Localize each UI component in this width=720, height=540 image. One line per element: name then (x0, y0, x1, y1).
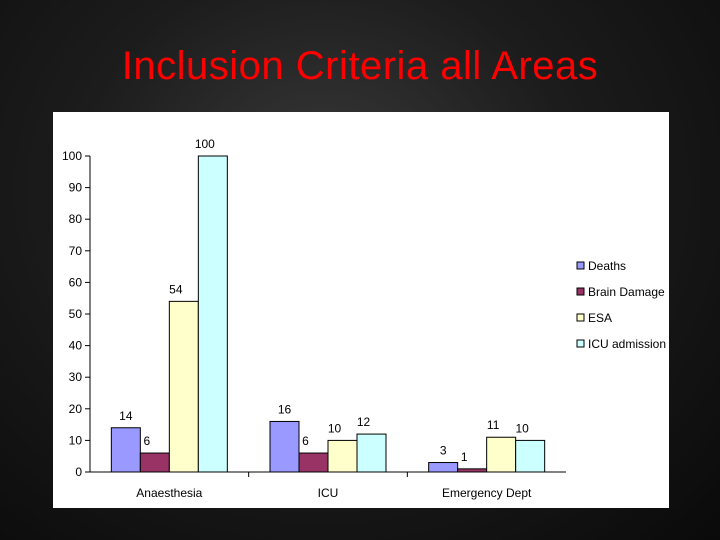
data-label-brain-damage-emergency-dept: 1 (461, 450, 468, 464)
legend-swatch-icu-admission (576, 339, 585, 348)
y-tick-label: 0 (75, 465, 82, 479)
chart-panel: 0 10 20 30 40 50 60 70 80 90 100 Anaesthesia ICU Emer… (53, 112, 669, 508)
bar-deaths-anaesthesia (110, 427, 141, 473)
y-tick-label: 30 (69, 370, 83, 384)
bar-esa-emergency-dept (486, 436, 517, 473)
bar-icu-admission-emergency-dept (515, 439, 546, 473)
data-label-brain-damage-icu: 6 (302, 434, 309, 448)
chart-legend: Deaths Brain Damage ESA ICU admission (576, 259, 666, 351)
y-tick-label: 60 (69, 275, 83, 289)
y-tick-label: 40 (69, 339, 83, 353)
legend-label-icu-admission: ICU admission (588, 337, 666, 351)
bar-icu-admission-anaesthesia (197, 155, 228, 473)
data-label-esa-emergency-dept: 11 (487, 418, 500, 432)
slide-title: Inclusion Criteria all Areas (121, 44, 599, 88)
legend-swatch-deaths (576, 261, 585, 270)
legend-label-esa: ESA (588, 311, 612, 325)
bar-brain-damage-icu (298, 452, 329, 473)
data-label-esa-icu: 10 (328, 421, 342, 435)
data-label-esa-anaesthesia: 54 (169, 282, 183, 296)
bar-icu-admission-icu (356, 433, 387, 473)
bar-esa-anaesthesia (168, 300, 199, 473)
data-label-deaths-anaesthesia: 14 (119, 409, 133, 423)
data-label-deaths-icu: 16 (278, 402, 292, 416)
bar-brain-damage-emergency-dept (457, 468, 488, 473)
y-tick-label: 70 (69, 244, 83, 258)
y-tick-label: 80 (69, 212, 83, 226)
x-tick-label-icu: ICU (318, 486, 339, 500)
bar-deaths-icu (269, 420, 300, 473)
legend-label-brain-damage: Brain Damage (588, 285, 665, 299)
bar-brain-damage-anaesthesia (139, 452, 170, 473)
data-label-icu-admission-icu: 12 (357, 415, 371, 429)
chart-axes: 0 10 20 30 40 50 60 70 80 90 100 Anaesthesia ICU Emer… (62, 149, 566, 500)
y-tick-label: 90 (69, 181, 83, 195)
bar-chart: 0 10 20 30 40 50 60 70 80 90 100 Anaesthesia ICU Emer… (62, 137, 666, 500)
bar-deaths-emergency-dept (428, 462, 459, 473)
data-label-deaths-emergency-dept: 3 (440, 444, 447, 458)
x-tick-label-anaesthesia: Anaesthesia (136, 486, 202, 500)
legend-label-deaths: Deaths (588, 259, 626, 273)
data-label-icu-admission-emergency-dept: 10 (515, 421, 529, 435)
bar-esa-icu (327, 439, 358, 473)
x-tick-label-emergency-dept: Emergency Dept (442, 486, 532, 500)
legend-swatch-esa (576, 313, 585, 322)
y-tick-label: 50 (69, 307, 83, 321)
data-label-icu-admission-anaesthesia: 100 (195, 137, 215, 151)
y-tick-label: 100 (62, 149, 82, 163)
y-tick-label: 20 (69, 402, 83, 416)
chart-bars (110, 155, 546, 473)
y-tick-label: 10 (69, 433, 83, 447)
legend-swatch-brain-damage (576, 287, 585, 296)
data-label-brain-damage-anaesthesia: 6 (143, 434, 150, 448)
